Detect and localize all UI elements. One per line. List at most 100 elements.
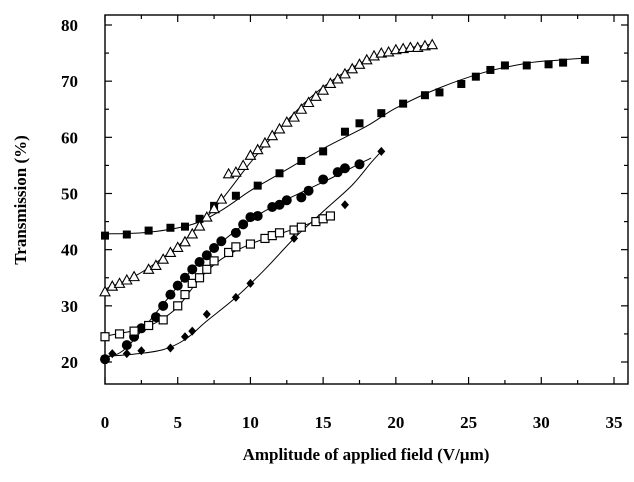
- tick-labels: 0 5 10 15 20 25 30 35 20 30 40 50 60 70 80: [61, 16, 623, 432]
- data-point-filled-circle: [252, 210, 263, 221]
- data-point-filled-square: [522, 61, 531, 70]
- data-point-filled-square: [420, 91, 429, 100]
- data-point-filled-square: [399, 99, 408, 108]
- x-tick-label: 5: [173, 413, 182, 432]
- data-point-filled-square: [435, 88, 444, 97]
- data-point-open-triangle: [149, 259, 162, 270]
- data-point-filled-diamond: [166, 343, 175, 353]
- data-point-filled-circle: [179, 272, 190, 283]
- data-point-filled-square: [122, 230, 131, 239]
- data-point-filled-circle: [100, 354, 110, 365]
- x-axis-title: Amplitude of applied field (V/µm): [243, 445, 490, 464]
- data-point-filled-square: [544, 60, 553, 69]
- y-axis-title: Transmission (%): [11, 135, 30, 265]
- data-point-filled-diamond: [180, 332, 189, 342]
- data-point-filled-circle: [194, 257, 205, 268]
- data-point-filled-circle: [238, 219, 249, 230]
- data-point-open-square: [202, 264, 212, 274]
- data-point-open-square: [114, 329, 125, 339]
- y-tick-label: 50: [61, 185, 78, 204]
- data-point-open-triangle: [404, 41, 417, 53]
- y-tick-label: 40: [61, 241, 78, 260]
- data-point-open-triangle: [339, 67, 351, 79]
- data-point-filled-circle: [339, 163, 350, 174]
- data-point-open-triangle: [251, 143, 264, 155]
- data-point-open-triangle: [280, 116, 293, 127]
- data-point-open-triangle: [368, 49, 380, 61]
- data-point-filled-diamond: [188, 326, 197, 336]
- data-point-open-triangle: [288, 110, 300, 122]
- data-point-filled-circle: [230, 227, 241, 238]
- data-point-open-triangle: [208, 202, 221, 214]
- data-point-open-triangle: [128, 270, 141, 282]
- data-point-open-square: [158, 315, 168, 325]
- x-tick-label: 35: [606, 413, 623, 432]
- data-point-open-square: [194, 273, 205, 283]
- data-point-filled-circle: [303, 185, 314, 196]
- data-point-filled-square: [275, 169, 284, 178]
- data-point-open-triangle: [215, 192, 228, 204]
- data-point-filled-square: [144, 226, 153, 235]
- data-point-open-triangle: [244, 149, 257, 160]
- data-point-filled-square: [486, 65, 495, 74]
- data-point-open-triangle: [106, 280, 119, 291]
- x-tick-label: 15: [315, 413, 332, 432]
- data-point-open-square: [274, 228, 285, 238]
- data-point-filled-circle: [354, 159, 365, 170]
- x-tick-label: 0: [101, 413, 110, 432]
- data-point-filled-diamond: [340, 200, 349, 210]
- data-point-filled-circle: [274, 199, 285, 210]
- data-point-open-triangle: [259, 136, 271, 148]
- data-point-open-triangle: [266, 129, 279, 141]
- data-point-open-square: [129, 326, 139, 336]
- data-point-filled-square: [195, 214, 204, 223]
- data-point-open-triangle: [295, 103, 308, 114]
- series-open-square: [100, 211, 336, 342]
- data-point-open-square: [325, 211, 336, 221]
- data-point-open-triangle: [309, 90, 322, 101]
- data-point-filled-circle: [281, 195, 292, 206]
- y-tick-label: 80: [61, 16, 78, 35]
- data-point-filled-square: [500, 61, 509, 70]
- fit-curve-open-triangle: [104, 43, 433, 290]
- series-filled-square: [101, 55, 589, 240]
- data-point-filled-circle: [136, 323, 147, 334]
- data-point-open-triangle: [157, 253, 170, 264]
- plot-frame: [104, 14, 629, 385]
- data-point-open-triangle: [229, 166, 242, 177]
- data-point-open-triangle: [186, 227, 199, 239]
- data-point-open-square: [209, 256, 219, 266]
- data-point-open-triangle: [426, 38, 439, 50]
- y-tick-label: 30: [61, 297, 78, 316]
- data-point-open-triangle: [331, 72, 344, 84]
- data-point-filled-square: [355, 119, 364, 128]
- series-filled-diamond: [108, 146, 386, 359]
- y-tick-label: 60: [61, 128, 78, 147]
- axis-ticks: [104, 15, 628, 384]
- data-point-filled-square: [580, 55, 589, 64]
- data-point-filled-square: [297, 156, 306, 165]
- data-point-filled-diamond: [108, 349, 117, 359]
- data-point-filled-diamond: [202, 309, 211, 319]
- data-point-open-triangle: [302, 96, 315, 108]
- data-point-filled-square: [559, 58, 568, 67]
- data-point-filled-circle: [296, 192, 307, 203]
- data-point-open-triangle: [200, 210, 213, 222]
- data-point-open-square: [100, 332, 110, 342]
- x-tick-label: 10: [242, 413, 259, 432]
- data-point-filled-circle: [172, 280, 183, 291]
- data-point-filled-circle: [201, 250, 212, 261]
- data-point-open-triangle: [179, 235, 191, 247]
- y-tick-label: 70: [61, 72, 78, 91]
- data-point-open-square: [224, 247, 234, 258]
- data-point-filled-diamond: [137, 346, 146, 356]
- x-tick-label: 30: [533, 413, 550, 432]
- data-point-filled-square: [180, 222, 189, 231]
- data-point-filled-circle: [318, 174, 329, 185]
- data-point-open-triangle: [273, 122, 286, 134]
- data-point-open-square: [144, 320, 154, 331]
- data-point-open-triangle: [237, 159, 250, 170]
- x-tick-label: 25: [460, 413, 477, 432]
- series-open-triangle: [99, 38, 439, 297]
